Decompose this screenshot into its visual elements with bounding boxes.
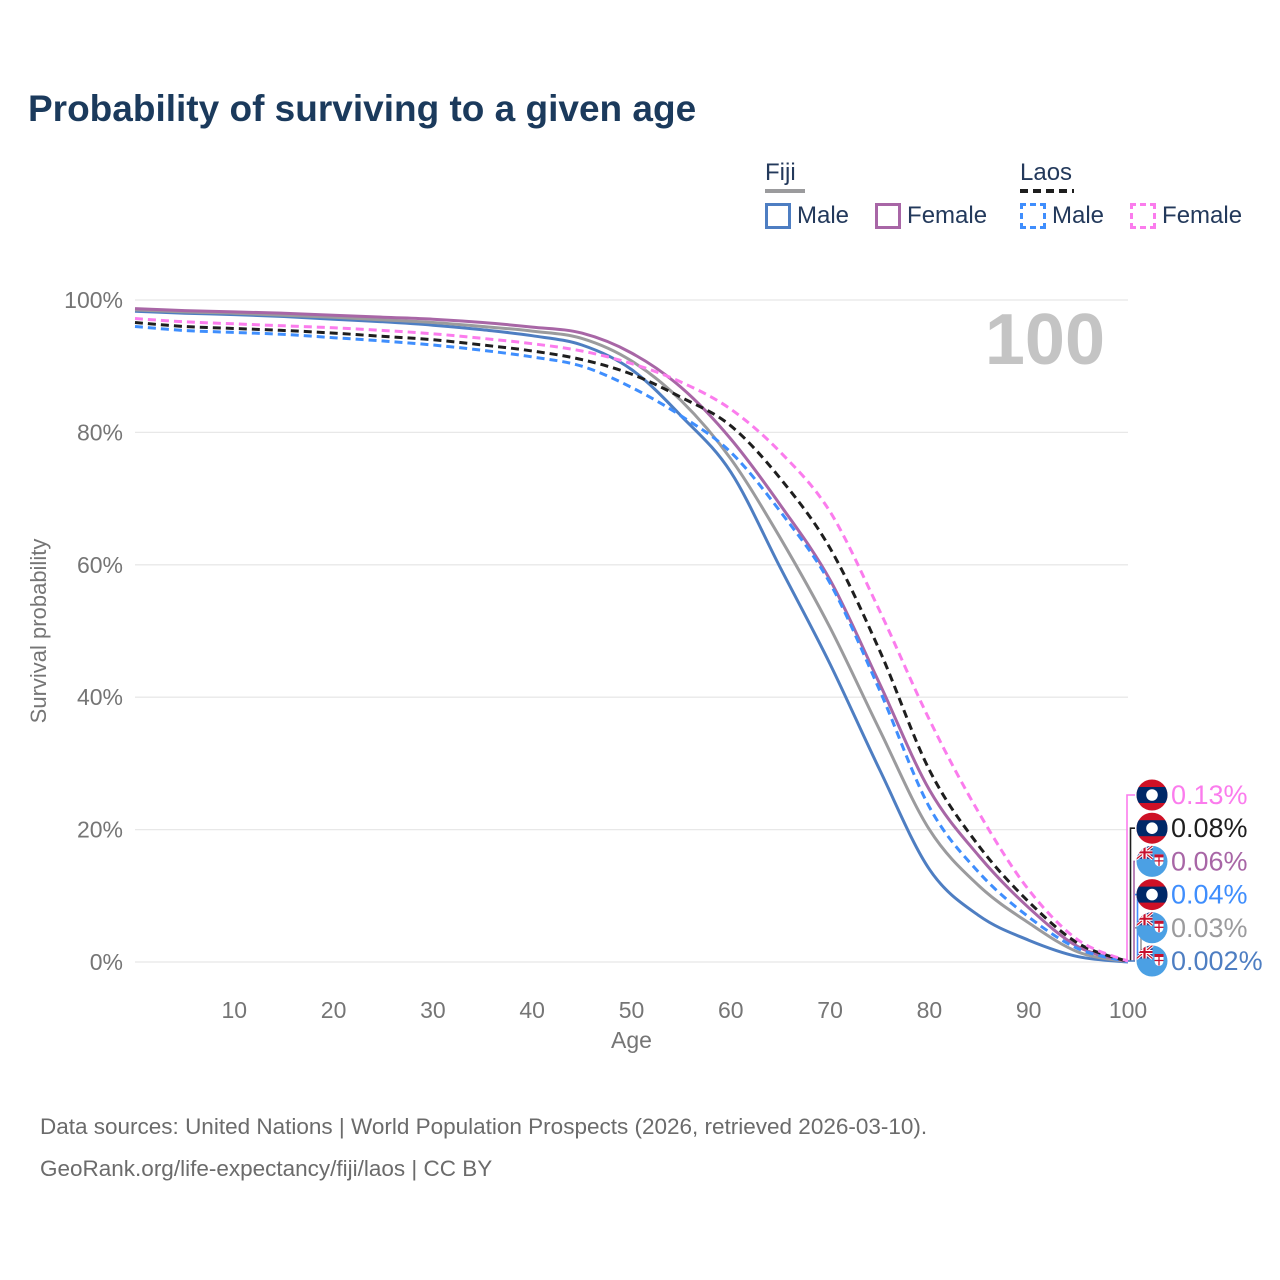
curve-laos-male[interactable] — [134, 325, 1129, 964]
end-value-label-fiji-total: 0.03% — [1171, 913, 1248, 943]
legend-group-fiji: Fiji Male Female — [765, 160, 1013, 230]
laos-flag-icon — [1136, 779, 1168, 811]
legend-item-laos-male[interactable]: Male — [1020, 202, 1104, 230]
fiji-male-swatch-icon — [765, 203, 791, 229]
x-tick-label: 80 — [917, 997, 943, 1023]
y-tick-label: 20% — [77, 817, 123, 843]
legend-label: Male — [1052, 202, 1105, 229]
y-tick-label: 40% — [77, 684, 123, 710]
y-tick-label: 100% — [64, 287, 123, 313]
x-tick-label: 10 — [222, 997, 248, 1023]
data-sources-line: Data sources: United Nations | World Pop… — [40, 1114, 928, 1139]
end-value-label-fiji-male: 0.002% — [1171, 946, 1263, 976]
end-value-label-laos-female: 0.13% — [1171, 780, 1248, 810]
y-tick-label: 0% — [90, 949, 123, 975]
curve-laos-female[interactable] — [134, 317, 1129, 963]
y-tick-label: 60% — [77, 552, 123, 578]
legend-item-fiji-female[interactable]: Female — [875, 202, 987, 230]
fiji-flag-icon — [1136, 845, 1168, 877]
legend-country-laos[interactable]: Laos — [1020, 159, 1073, 186]
footer: Data sources: United Nations | World Pop… — [40, 1106, 1190, 1190]
curve-fiji-female[interactable] — [134, 307, 1129, 964]
y-tick-label: 80% — [77, 419, 123, 445]
legend-label: Female — [1162, 202, 1243, 229]
x-tick-label: 60 — [718, 997, 744, 1023]
y-axis-title: Survival probability — [26, 539, 51, 724]
page-title: Probability of surviving to a given age — [28, 88, 697, 129]
laos-flag-icon — [1136, 879, 1168, 911]
legend-item-laos-female[interactable]: Female — [1130, 202, 1242, 230]
curve-fiji-male[interactable] — [134, 309, 1129, 964]
laos-female-swatch-icon — [1130, 203, 1157, 229]
x-tick-label: 100 — [1109, 997, 1147, 1023]
legend-label: Male — [797, 202, 850, 229]
end-label-connector — [1126, 794, 1135, 962]
x-tick-label: 90 — [1016, 997, 1042, 1023]
legend-country-fiji[interactable]: Fiji — [765, 159, 796, 186]
x-axis-title: Age — [611, 1027, 652, 1053]
end-value-label-laos-total: 0.08% — [1171, 813, 1248, 843]
attribution-line: GeoRank.org/life-expectancy/fiji/laos | … — [40, 1156, 493, 1181]
legend-underline-laos — [1020, 189, 1074, 193]
fiji-female-swatch-icon — [875, 203, 902, 229]
end-value-label-fiji-female: 0.06% — [1171, 846, 1248, 876]
legend-underline-fiji — [765, 189, 805, 193]
curve-fiji-total[interactable] — [134, 308, 1129, 964]
end-label-connector — [1129, 827, 1135, 962]
end-value-label-laos-male: 0.04% — [1171, 880, 1248, 910]
curve-laos-total[interactable] — [134, 321, 1129, 963]
age-counter: 100 — [985, 300, 1105, 380]
laos-male-swatch-icon — [1020, 203, 1046, 229]
x-tick-label: 40 — [519, 997, 545, 1023]
x-tick-label: 20 — [321, 997, 347, 1023]
end-label-connector — [1133, 860, 1135, 962]
legend-label: Female — [907, 202, 988, 229]
x-tick-label: 70 — [817, 997, 843, 1023]
x-tick-label: 30 — [420, 997, 446, 1023]
laos-flag-icon — [1136, 812, 1168, 844]
legend-item-fiji-male[interactable]: Male — [765, 202, 849, 230]
legend-group-laos: Laos Male Female — [1020, 160, 1268, 230]
x-tick-label: 50 — [619, 997, 645, 1023]
